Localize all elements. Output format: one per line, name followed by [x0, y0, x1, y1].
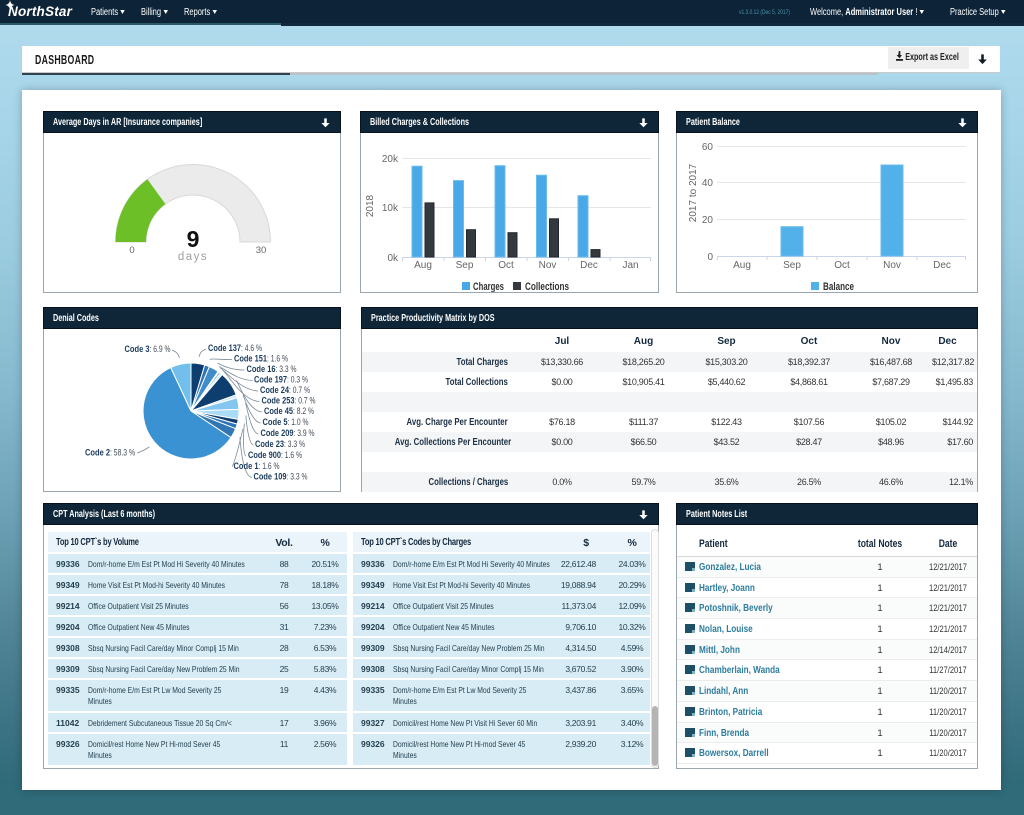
svg-text:Code 1: Code 1: [234, 461, 260, 472]
svg-text:Code 900: Code 900: [248, 450, 281, 461]
svg-text:: 4.6 %: : 4.6 %: [241, 343, 262, 354]
svg-text:Code 151: Code 151: [234, 354, 268, 365]
svg-text:: 0.3 %: : 0.3 %: [287, 375, 308, 386]
svg-text:Dec: Dec: [580, 260, 598, 271]
svg-text:Code 197: Code 197: [254, 375, 287, 386]
svg-text:Code 23: Code 23: [255, 439, 284, 450]
svg-text:Sep: Sep: [783, 260, 801, 271]
svg-text:Code 2: Code 2: [85, 448, 110, 459]
svg-text:20k: 20k: [382, 154, 399, 165]
svg-text:Code 24: Code 24: [260, 385, 290, 396]
svg-text:Code 3: Code 3: [125, 344, 150, 355]
svg-text:: 6.9 %: : 6.9 %: [150, 344, 171, 355]
svg-text:: 3.3 %: : 3.3 %: [287, 472, 308, 483]
svg-text:0: 0: [707, 252, 713, 263]
svg-text:Code 109: Code 109: [254, 472, 287, 483]
svg-text:20: 20: [702, 215, 714, 226]
svg-text:: 0.7 %: : 0.7 %: [295, 396, 316, 407]
svg-text:40: 40: [702, 178, 714, 189]
svg-text:2017 to 2017: 2017 to 2017: [688, 163, 699, 222]
svg-text:0k: 0k: [387, 253, 399, 264]
svg-text:2018: 2018: [365, 194, 376, 217]
svg-text:Code 45: Code 45: [264, 406, 294, 417]
svg-text:60: 60: [702, 142, 714, 153]
svg-text:30: 30: [256, 245, 267, 256]
svg-text:0: 0: [129, 245, 134, 256]
svg-text:Oct: Oct: [498, 260, 514, 271]
svg-text:Code 5: Code 5: [263, 417, 289, 428]
svg-text:Oct: Oct: [834, 260, 850, 271]
svg-text:: 3.3 %: : 3.3 %: [276, 364, 297, 375]
svg-text:: 1.6 %: : 1.6 %: [267, 354, 288, 365]
svg-text:days: days: [178, 251, 208, 263]
svg-text:: 1.6 %: : 1.6 %: [281, 450, 302, 461]
svg-text:Collections: Collections: [525, 281, 569, 292]
svg-text:Code 137: Code 137: [208, 343, 241, 354]
svg-text:Balance: Balance: [823, 281, 854, 292]
svg-text:: 3.3 %: : 3.3 %: [284, 439, 305, 450]
svg-text:Jan: Jan: [622, 260, 638, 271]
svg-text:Aug: Aug: [414, 260, 432, 271]
svg-text:Charges: Charges: [473, 281, 504, 292]
svg-text:Aug: Aug: [733, 260, 751, 271]
svg-text:Code 253: Code 253: [262, 396, 295, 407]
svg-text:Code 209: Code 209: [261, 428, 294, 439]
svg-text:: 1.0 %: : 1.0 %: [288, 417, 309, 428]
svg-text:: 8.2 %: : 8.2 %: [293, 406, 314, 417]
svg-text:Dec: Dec: [933, 260, 951, 271]
svg-text:Nov: Nov: [539, 260, 557, 271]
svg-text:: 58.3 %: : 58.3 %: [110, 448, 135, 459]
svg-text:9: 9: [187, 226, 200, 252]
svg-text:10k: 10k: [382, 203, 399, 214]
svg-text:Sep: Sep: [456, 260, 474, 271]
svg-text:: 1.6 %: : 1.6 %: [259, 461, 280, 472]
svg-text:: 0.7 %: : 0.7 %: [289, 385, 310, 396]
svg-text:Code 16: Code 16: [247, 364, 276, 375]
svg-text:: 3.9 %: : 3.9 %: [294, 428, 315, 439]
svg-text:Nov: Nov: [883, 260, 901, 271]
